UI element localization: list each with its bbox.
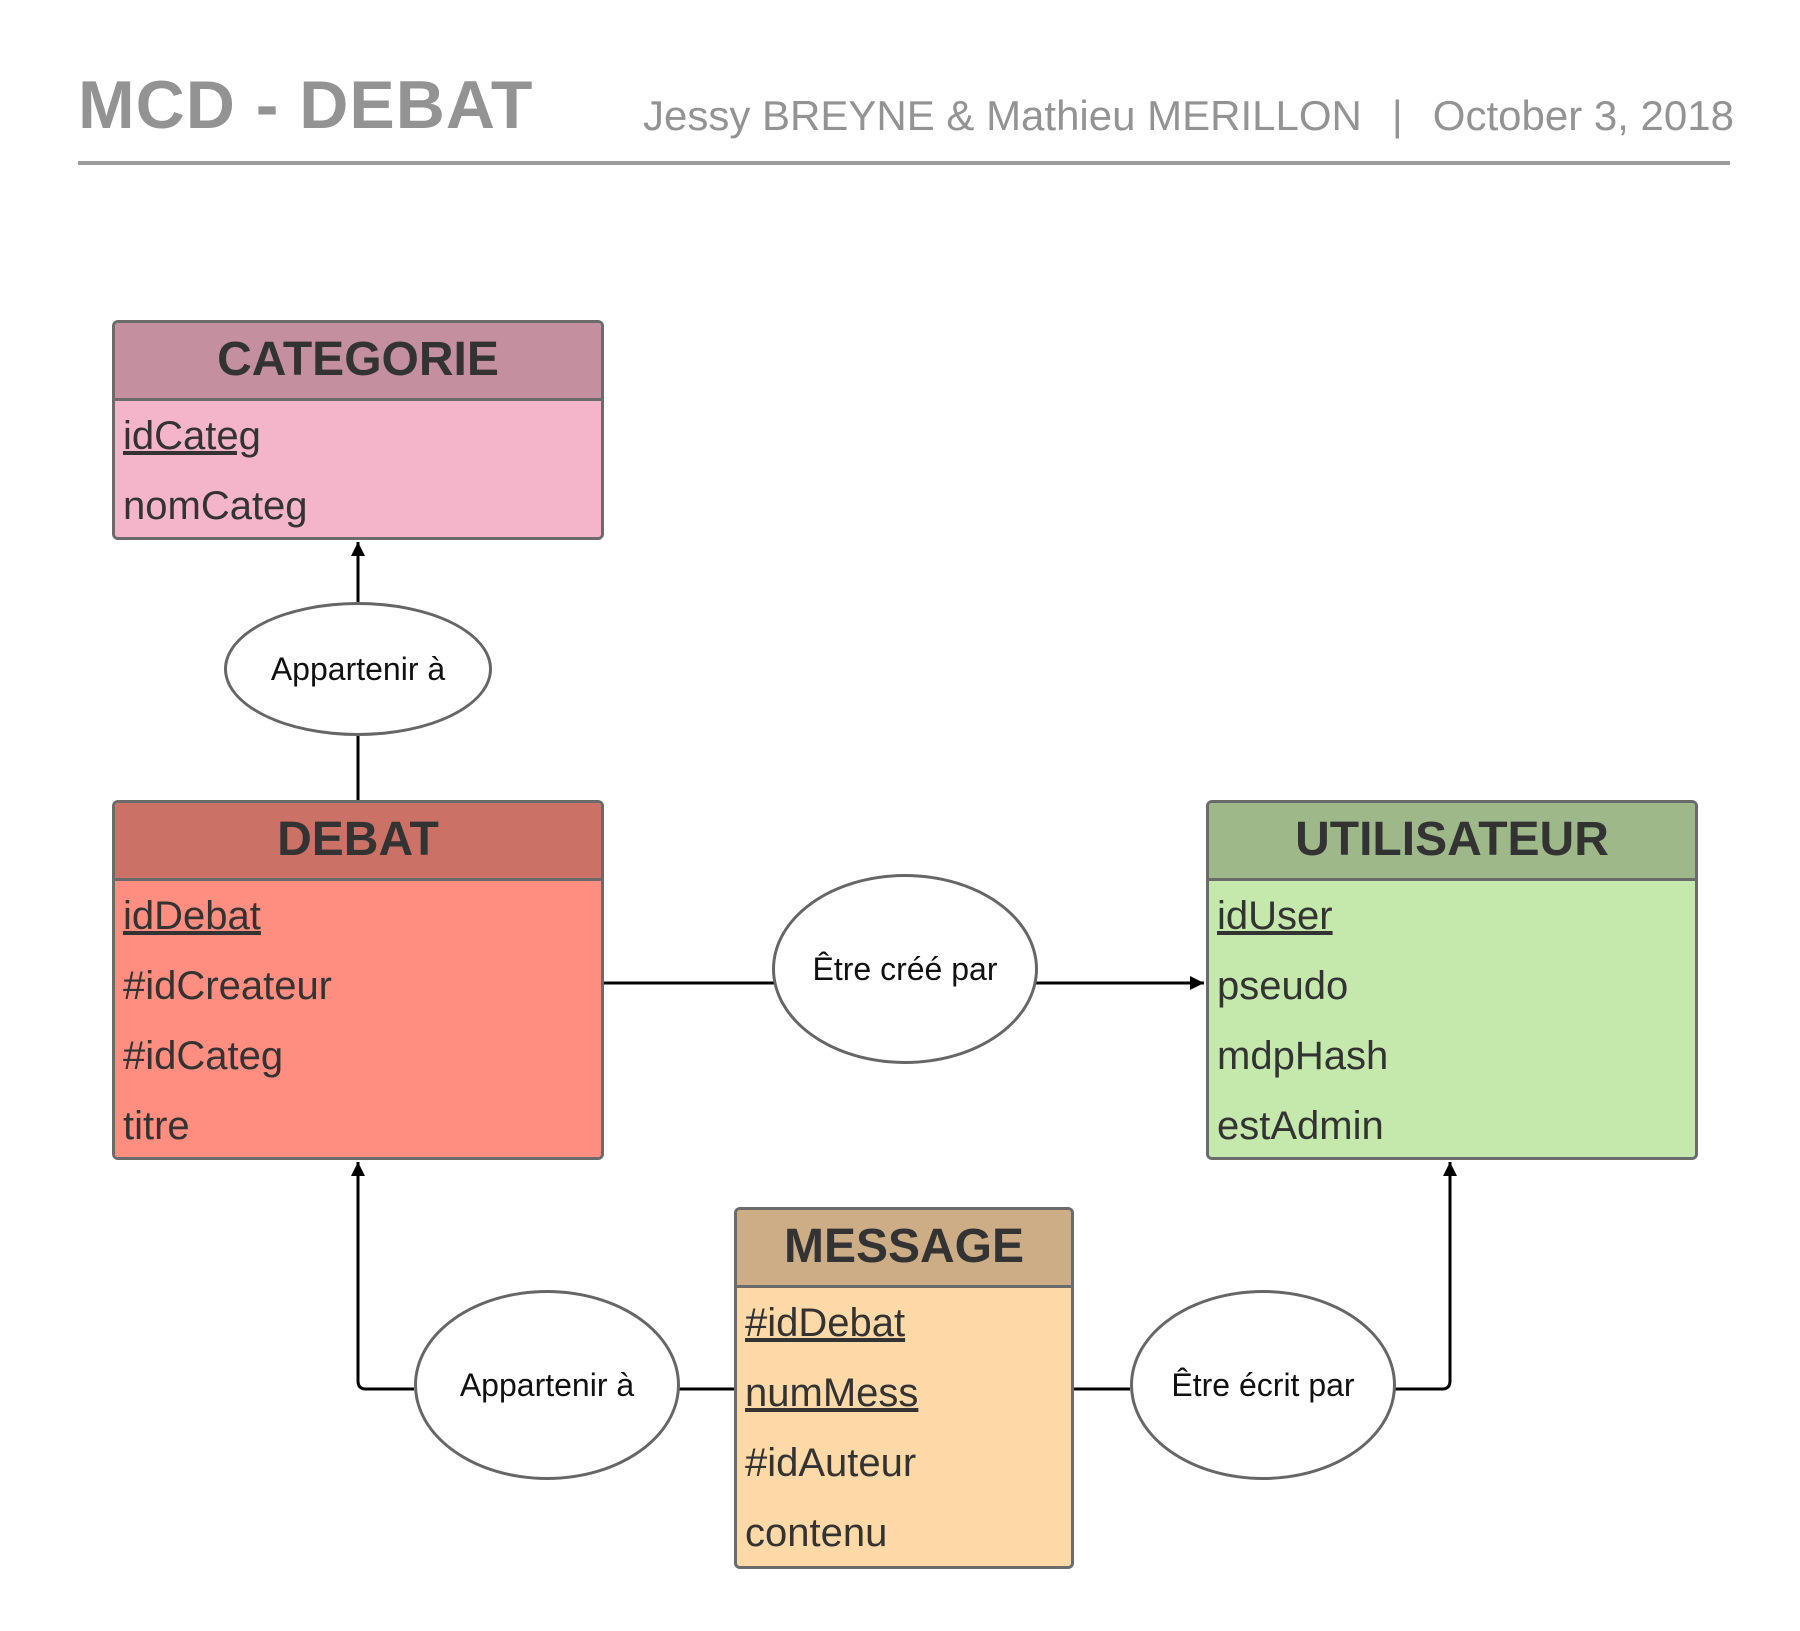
attribute-row: titre <box>123 1104 190 1148</box>
entity-message[interactable]: MESSAGE #idDebat numMess #idAuteur conte… <box>734 1207 1074 1569</box>
attribute-row: estAdmin <box>1217 1104 1384 1148</box>
attribute-row: nomCateg <box>123 484 308 528</box>
authors-text: Jessy BREYNE & Mathieu MERILLON <box>642 92 1362 139</box>
link-assoc-auteur-arrow <box>1394 1162 1457 1391</box>
attribute-row: idUser <box>1217 894 1333 938</box>
attribute-row: contenu <box>745 1511 888 1555</box>
header-divider <box>78 161 1730 165</box>
date-text: October 3, 2018 <box>1432 92 1734 139</box>
attribute-row: mdpHash <box>1217 1034 1389 1078</box>
entity-debat-attributes: idDebat #idCreateur #idCateg titre <box>115 881 601 1157</box>
header-meta: Jessy BREYNE & Mathieu MERILLON | October … <box>643 92 1734 140</box>
association-etre-cree-par[interactable]: Être créé par <box>772 874 1038 1064</box>
attribute-row: idDebat <box>123 894 261 938</box>
entity-utilisateur[interactable]: UTILISATEUR idUser pseudo mdpHash estAdm… <box>1206 800 1698 1160</box>
attribute-row: #idAuteur <box>745 1441 917 1485</box>
attribute-row: #idCreateur <box>123 964 333 1008</box>
entity-debat[interactable]: DEBAT idDebat #idCreateur #idCateg titre <box>112 800 604 1160</box>
entity-categorie-header: CATEGORIE <box>115 323 601 401</box>
link-assoc-debat-arrow <box>351 1162 414 1391</box>
association-etre-ecrit-par[interactable]: Être écrit par <box>1130 1290 1396 1480</box>
attribute-row: #idCateg <box>123 1034 284 1078</box>
attribute-row: pseudo <box>1217 964 1349 1008</box>
entity-message-header: MESSAGE <box>737 1210 1071 1288</box>
association-appartenir-categorie[interactable]: Appartenir à <box>224 602 492 736</box>
page-title: MCD - DEBAT <box>78 67 534 143</box>
attribute-row: #idDebat <box>745 1301 906 1345</box>
entity-utilisateur-attributes: idUser pseudo mdpHash estAdmin <box>1209 881 1695 1157</box>
entity-utilisateur-header: UTILISATEUR <box>1209 803 1695 881</box>
entity-message-attributes: #idDebat numMess #idAuteur contenu <box>737 1288 1071 1566</box>
entity-debat-header: DEBAT <box>115 803 601 881</box>
header-separator: | <box>1391 92 1403 139</box>
entity-categorie-attributes: idCateg nomCateg <box>115 401 601 537</box>
association-appartenir-debat[interactable]: Appartenir à <box>414 1290 680 1480</box>
attribute-row: idCateg <box>123 414 261 458</box>
entity-categorie[interactable]: CATEGORIE idCateg nomCateg <box>112 320 604 540</box>
attribute-row: numMess <box>745 1371 919 1415</box>
